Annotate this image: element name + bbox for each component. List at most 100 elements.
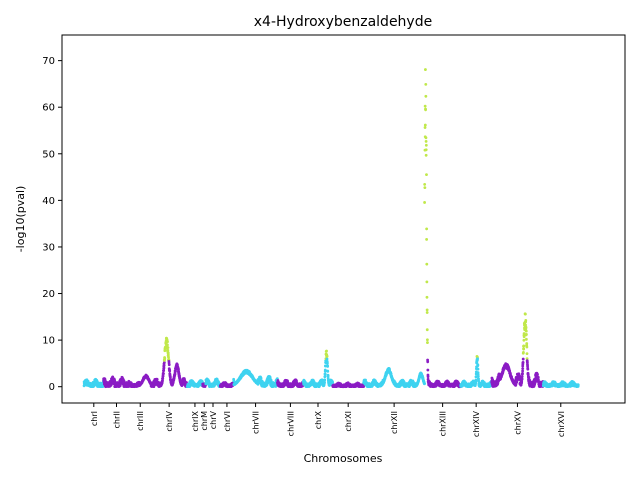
series-chrVI <box>218 381 235 389</box>
data-point <box>111 375 115 379</box>
data-point <box>424 148 428 152</box>
data-point <box>423 183 427 186</box>
data-point <box>524 323 527 327</box>
data-point <box>325 354 329 358</box>
data-point <box>576 383 580 387</box>
data-point <box>524 337 528 341</box>
data-point <box>522 335 526 339</box>
data-point <box>424 68 427 71</box>
data-point <box>167 363 171 367</box>
plot-frame <box>61 34 626 404</box>
x-tick-label: chrIII <box>136 411 145 431</box>
y-tick-label: 40 <box>42 196 55 207</box>
data-point <box>425 280 429 284</box>
series-chrV <box>204 377 222 389</box>
data-point <box>168 369 172 373</box>
data-point <box>474 375 478 379</box>
x-tick-label: chrXV <box>513 410 522 434</box>
data-point <box>364 378 367 382</box>
data-point <box>168 375 172 379</box>
x-tick-label: chrIV <box>165 410 174 431</box>
data-point <box>522 338 526 342</box>
data-point <box>423 104 427 108</box>
data-point <box>524 319 528 322</box>
series-chrX <box>301 349 335 389</box>
x-tick-label: chrV <box>209 410 218 429</box>
data-point <box>426 375 430 378</box>
data-point <box>521 361 525 364</box>
data-point <box>521 369 524 373</box>
data-point <box>525 342 529 345</box>
chart-title: x4-Hydroxybenzaldehyde <box>254 14 432 30</box>
data-point <box>323 368 327 372</box>
data-point <box>162 361 166 364</box>
data-point <box>166 343 169 347</box>
data-point <box>477 380 481 383</box>
data-point <box>326 364 330 368</box>
data-point <box>167 355 170 359</box>
data-point <box>163 356 167 360</box>
data-point <box>520 375 524 378</box>
data-point <box>362 385 365 388</box>
data-point <box>323 375 327 378</box>
y-tick-label: 20 <box>42 289 55 300</box>
y-tick-label: 50 <box>42 149 55 160</box>
data-point <box>425 338 429 342</box>
y-tick-label: 30 <box>42 242 55 253</box>
data-point <box>425 308 429 312</box>
data-point <box>166 346 170 349</box>
data-point <box>521 367 525 370</box>
x-tick-label: chrIX <box>191 410 200 431</box>
data-point <box>323 380 326 384</box>
data-point <box>524 329 528 333</box>
data-point <box>331 380 334 384</box>
series-chrI <box>82 377 105 389</box>
data-point <box>425 173 428 177</box>
series-chrXIV <box>459 354 493 389</box>
data-point <box>155 378 159 381</box>
data-point <box>522 347 526 351</box>
data-point <box>162 372 165 375</box>
data-point <box>476 363 480 367</box>
series-chrXVI <box>541 379 580 389</box>
data-point <box>161 377 165 380</box>
data-point <box>425 295 429 299</box>
x-tick-label: chrVI <box>223 411 232 432</box>
data-point <box>425 237 429 241</box>
data-point <box>520 377 524 381</box>
data-point <box>424 143 428 147</box>
data-point <box>525 345 529 349</box>
y-tick-label: 70 <box>42 56 55 67</box>
data-point <box>476 367 480 371</box>
x-axis-label: Chromosomes <box>304 452 383 465</box>
data-point <box>162 363 166 367</box>
data-point <box>326 369 330 373</box>
data-point <box>424 136 428 140</box>
data-point <box>425 262 429 266</box>
data-point <box>166 353 170 357</box>
data-point <box>424 153 428 157</box>
data-point <box>522 350 525 354</box>
data-point <box>325 361 329 365</box>
x-tick-label: chrXIII <box>439 411 448 436</box>
data-point <box>527 375 531 379</box>
data-point <box>325 357 329 361</box>
data-point <box>424 82 428 86</box>
data-point <box>325 349 328 353</box>
data-point <box>514 383 518 387</box>
series-chrIII <box>128 373 153 389</box>
data-point <box>259 376 263 380</box>
y-axis-label: -log10(pval) <box>14 186 27 253</box>
data-point <box>520 380 524 384</box>
data-point <box>526 364 529 368</box>
data-point <box>522 332 526 335</box>
series-chrXI <box>331 381 365 389</box>
data-point <box>166 351 170 355</box>
data-point <box>425 227 429 231</box>
data-point <box>326 374 330 378</box>
x-tick-label: chrXVI <box>557 411 566 437</box>
data-point <box>424 140 428 143</box>
data-point <box>536 373 539 376</box>
data-point <box>476 374 480 378</box>
